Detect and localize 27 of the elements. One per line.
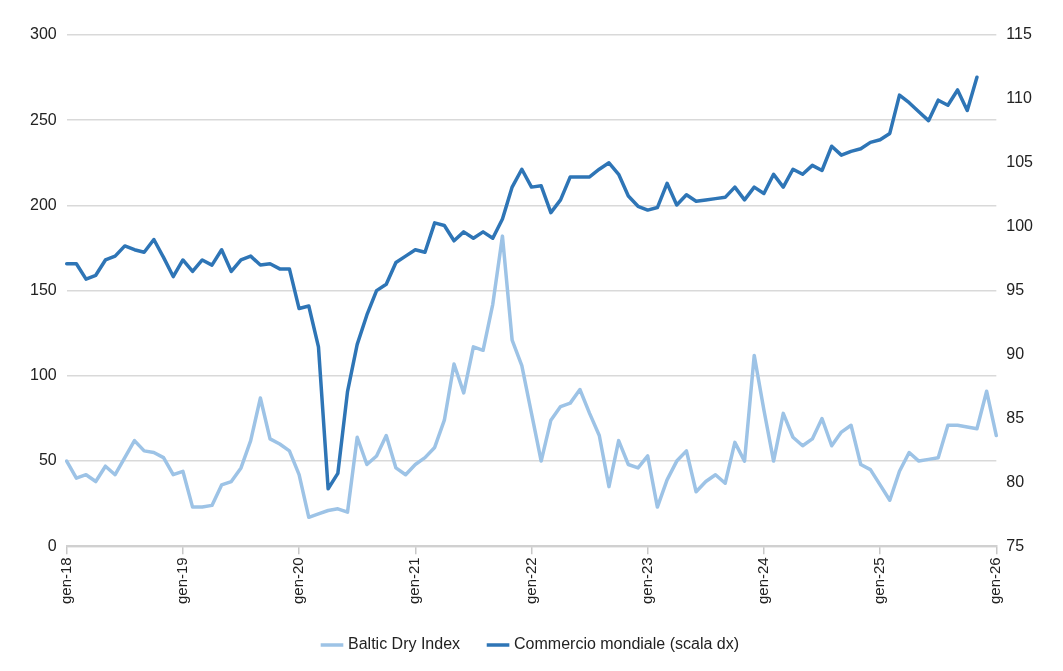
y-tick-label: 250 [29,110,57,128]
x-tick-label: gen-24 [754,557,772,605]
y-tick-label: 0 [47,536,57,554]
x-tick-label: gen-26 [986,557,1004,605]
y-tick-label: 100 [29,366,57,384]
y-tick-label: 300 [29,25,57,43]
legend-label: Baltic Dry Index [348,635,461,653]
y2-tick-label: 110 [1006,89,1032,107]
x-tick-label: gen-21 [405,557,423,605]
legend-label: Commercio mondiale (scala dx) [514,635,740,653]
y2-tick-label: 105 [1006,153,1034,171]
y2-tick-label: 115 [1006,25,1032,43]
x-tick-label: gen-20 [289,557,307,605]
y2-tick-label: 90 [1006,344,1025,362]
y-tick-label: 150 [29,281,57,299]
x-tick-label: gen-18 [56,557,74,605]
y-tick-label: 50 [38,451,57,469]
y2-tick-label: 85 [1006,408,1025,426]
x-tick-label: gen-23 [637,557,655,605]
y2-tick-label: 100 [1006,217,1034,235]
x-tick-label: gen-22 [521,557,539,605]
y2-tick-label: 75 [1006,536,1025,554]
y-tick-label: 200 [29,195,57,213]
x-tick-label: gen-19 [173,557,191,605]
y2-tick-label: 95 [1006,281,1025,299]
x-tick-label: gen-25 [870,557,888,605]
y2-tick-label: 80 [1006,472,1025,490]
